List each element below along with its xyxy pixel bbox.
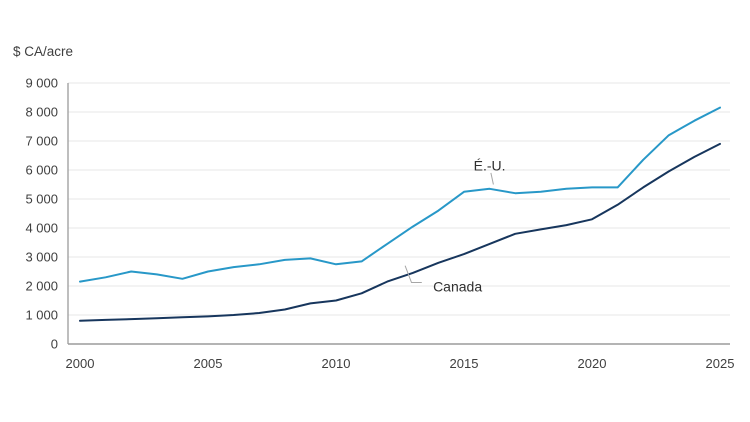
y-tick-label: 7 000 <box>25 134 58 149</box>
y-tick-label: 2 000 <box>25 279 58 294</box>
y-tick-label: 3 000 <box>25 250 58 265</box>
x-tick-label: 2015 <box>450 356 479 371</box>
y-axis-unit-label: $ CA/acre <box>13 44 74 59</box>
y-tick-label: 4 000 <box>25 221 58 236</box>
x-tick-label: 2020 <box>578 356 607 371</box>
annotation-leader <box>490 172 494 185</box>
series-line-canada <box>79 142 721 322</box>
x-tick-label: 2005 <box>194 356 223 371</box>
y-tick-label: 6 000 <box>25 163 58 178</box>
x-tick-label: 2000 <box>66 356 95 371</box>
y-tick-label: 5 000 <box>25 192 58 207</box>
y-tick-label: 1 000 <box>25 308 58 323</box>
annotation-leader <box>404 265 422 283</box>
series-label-eu: É.-U. <box>474 158 506 174</box>
y-tick-label: 0 <box>51 337 58 352</box>
y-tick-label: 8 000 <box>25 105 58 120</box>
x-tick-label: 2025 <box>706 356 735 371</box>
y-tick-label: 9 000 <box>25 76 58 91</box>
x-tick-label: 2010 <box>322 356 351 371</box>
series-line-eu <box>79 106 721 283</box>
series-label-canada: Canada <box>433 278 482 294</box>
